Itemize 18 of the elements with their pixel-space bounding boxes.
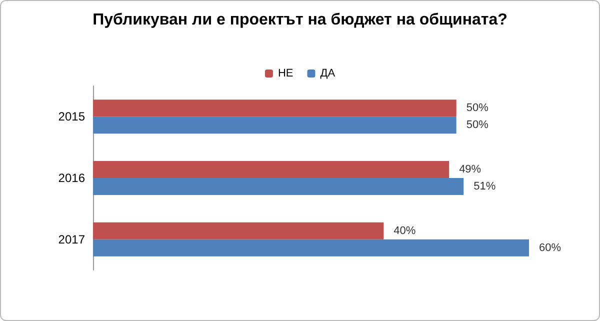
legend-label: ДА xyxy=(320,68,336,80)
y-tick-label: 2015 xyxy=(58,110,86,124)
data-label: 40% xyxy=(394,224,416,237)
y-tick-label: 2016 xyxy=(58,171,86,185)
bar xyxy=(93,100,456,117)
bar xyxy=(93,116,456,134)
legend-label: НЕ xyxy=(278,68,294,80)
data-label: 50% xyxy=(466,119,489,132)
data-label: 49% xyxy=(459,164,482,176)
data-label: 50% xyxy=(466,102,489,114)
data-label: 51% xyxy=(474,180,496,192)
data-label: 60% xyxy=(539,242,562,254)
bar xyxy=(93,222,384,240)
bar xyxy=(93,239,529,256)
bar xyxy=(93,178,464,195)
bar xyxy=(93,161,450,178)
chart-title: Публикуван ли е проектът на бюджет на общината? xyxy=(92,12,508,28)
y-tick-label: 2017 xyxy=(58,232,86,246)
